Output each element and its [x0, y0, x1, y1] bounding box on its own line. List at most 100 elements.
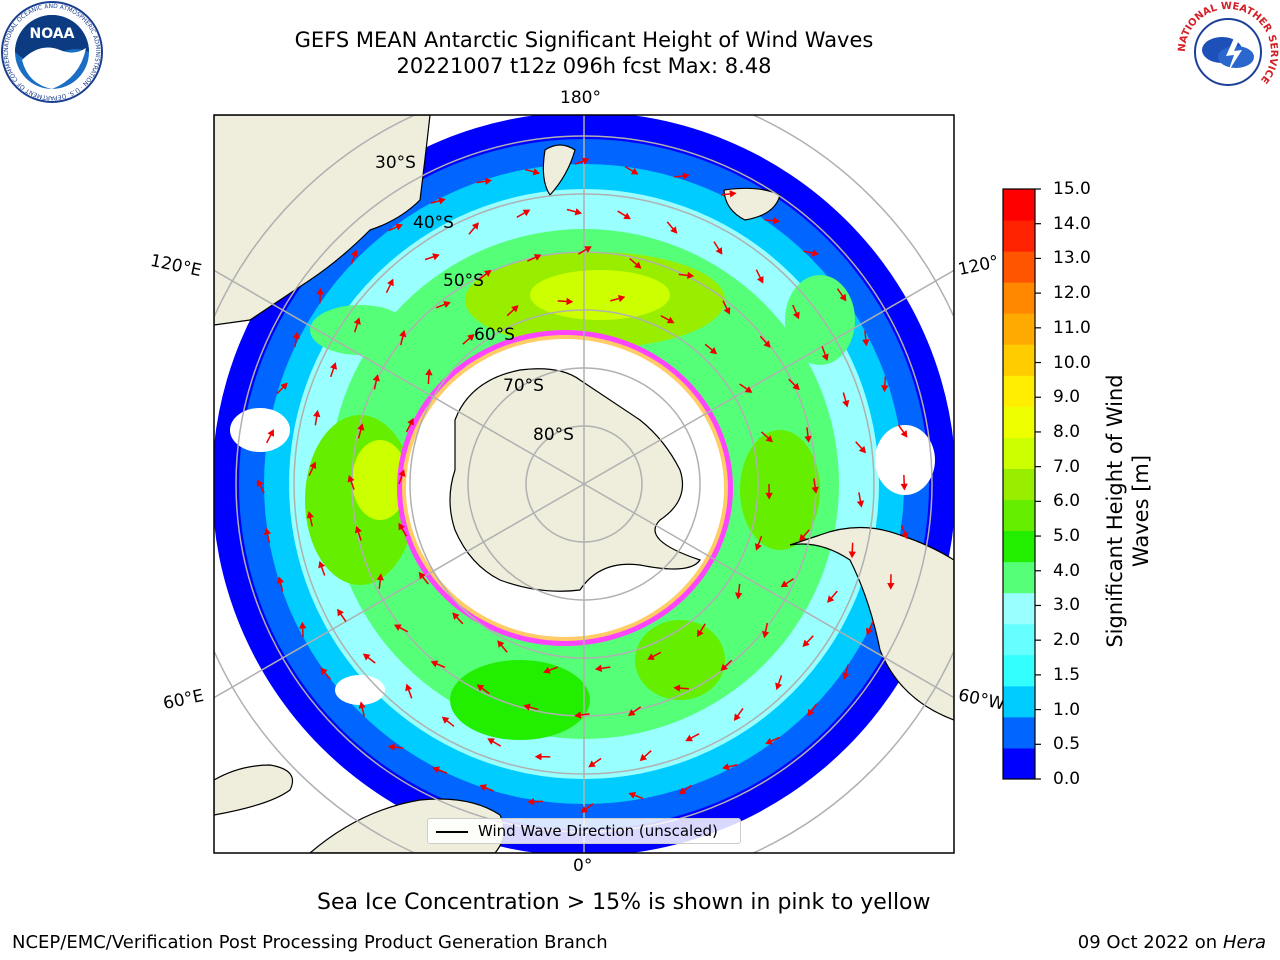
wave-direction-arrow — [610, 295, 626, 303]
wave-direction-arrow — [811, 478, 819, 494]
wave-direction-arrow — [617, 210, 631, 220]
wave-direction-arrow — [887, 574, 895, 590]
wave-direction-arrow — [543, 666, 558, 674]
colorbar-tick-label: 0.0 — [1053, 769, 1081, 789]
antarctica-land — [449, 368, 701, 592]
wave-direction-arrow — [479, 784, 495, 792]
wave-direction-arrow — [804, 427, 812, 443]
colorbar-band — [1003, 251, 1035, 283]
wave-direction-arrow — [358, 701, 366, 717]
wave-direction-arrow — [765, 483, 773, 500]
wave-direction-arrow — [760, 431, 773, 443]
wave-direction-arrow — [387, 743, 404, 751]
nws-logo: NATIONAL WEATHER SERVICE — [1177, 1, 1279, 102]
wave-direction-arrow — [306, 511, 314, 527]
wave-direction-arrow — [354, 525, 362, 541]
wave-direction-arrow — [276, 382, 288, 395]
lat-label-70s: 70°S — [503, 376, 544, 396]
wave-direction-arrow — [827, 590, 838, 603]
plot-subtitle: 20221007 t12z 096h fcst Max: 8.48 — [396, 54, 772, 78]
wave-direction-arrow — [780, 578, 795, 588]
wave-direction-arrow — [393, 624, 409, 633]
colorbar-band — [1003, 189, 1035, 221]
wave-direction-arrow — [697, 623, 706, 638]
wave-direction-arrow — [755, 269, 764, 284]
colorbar-tick-label: 5.0 — [1053, 526, 1081, 547]
wave-direction-arrow — [704, 343, 718, 355]
wave-direction-arrow — [478, 269, 492, 280]
madagascar-land — [214, 764, 294, 816]
wave-direction-arrow — [418, 571, 429, 585]
wave-direction-arrow — [856, 492, 865, 508]
wave-direction-arrow — [316, 287, 324, 304]
lat-label-50s: 50°S — [443, 271, 484, 291]
lat-label-40s: 40°S — [413, 213, 454, 233]
wave-direction-arrow — [524, 168, 541, 176]
wave-direction-arrow — [629, 258, 642, 269]
colorbar-tick-label: 15.0 — [1053, 179, 1091, 199]
wave-direction-arrow — [399, 329, 407, 346]
colorbar-band — [1003, 654, 1035, 687]
wave-direction-arrow — [534, 753, 551, 761]
colorbar-tick-label: 12.0 — [1053, 283, 1091, 304]
wave-direction-arrow — [523, 703, 539, 711]
wave-direction-arrow — [735, 583, 743, 600]
colorbar-band — [1003, 220, 1035, 252]
wave-direction-arrows — [256, 157, 909, 813]
colorbar-band — [1003, 406, 1035, 438]
wave-maximum — [530, 270, 670, 320]
wave-direction-arrow — [624, 166, 639, 175]
wave-direction-arrow — [720, 659, 733, 672]
wave-direction-arrow — [313, 409, 321, 426]
colorbar-band — [1003, 685, 1035, 718]
wave-direction-arrow — [372, 374, 380, 390]
wave-direction-arrow — [516, 209, 531, 218]
colorbar-label: Significant Height of Wind Waves [m] — [1102, 351, 1154, 671]
wave-direction-arrow — [566, 208, 583, 216]
wave-maximum — [352, 440, 408, 520]
wave-direction-arrow — [881, 376, 889, 393]
wave-direction-arrow — [862, 330, 870, 347]
wave-direction-arrow — [754, 535, 763, 551]
longitude-line — [214, 269, 585, 485]
wave-direction-arrow — [765, 736, 780, 745]
wave-direction-arrow — [722, 300, 731, 315]
noaa-text: NOAA — [30, 26, 75, 42]
wave-direction-arrow — [405, 683, 413, 699]
colorbar-band — [1003, 437, 1035, 469]
footer-date-text: 09 Oct 2022 on — [1077, 932, 1218, 953]
wave-direction-arrow — [673, 684, 689, 692]
colorbar-label-line2: Waves [m] — [1129, 454, 1153, 568]
colorbar-band — [1003, 716, 1035, 749]
wave-maximum — [740, 430, 820, 550]
wave-direction-arrow — [594, 664, 611, 672]
colorbar-band — [1003, 282, 1035, 314]
longitude-line — [583, 483, 954, 699]
wave-direction-arrow — [337, 608, 347, 623]
wave-direction-arrow — [848, 542, 856, 559]
wave-direction-arrow — [405, 418, 414, 433]
colorbar — [1002, 188, 1041, 780]
wave-direction-arrow — [435, 301, 451, 309]
tasmania-land — [723, 187, 781, 221]
wave-direction-arrow — [792, 304, 800, 320]
wave-direction-arrow — [265, 429, 274, 444]
wave-direction-arrow — [627, 706, 642, 716]
colorbar-band — [1003, 530, 1035, 563]
wave-direction-arrow — [574, 157, 590, 165]
plot-title: GEFS MEAN Antarctic Significant Height o… — [294, 28, 874, 52]
wave-direction-arrow — [398, 469, 406, 485]
colorbar-tick-label: 10.0 — [1053, 352, 1091, 373]
no-wave-area — [875, 425, 935, 495]
wave-direction-arrow — [462, 333, 475, 345]
wave-direction-arrow — [678, 271, 695, 280]
wave-direction-arrow — [836, 288, 847, 302]
no-wave-area — [230, 408, 290, 452]
wave-direction-arrow — [580, 803, 594, 813]
wave-direction-arrow — [807, 703, 818, 717]
wave-direction-arrow — [639, 750, 652, 762]
wave-direction-arrow — [588, 757, 602, 768]
lon-label-180: 180° — [560, 88, 601, 108]
australia-land — [214, 115, 431, 326]
wave-direction-arrow — [357, 423, 365, 439]
